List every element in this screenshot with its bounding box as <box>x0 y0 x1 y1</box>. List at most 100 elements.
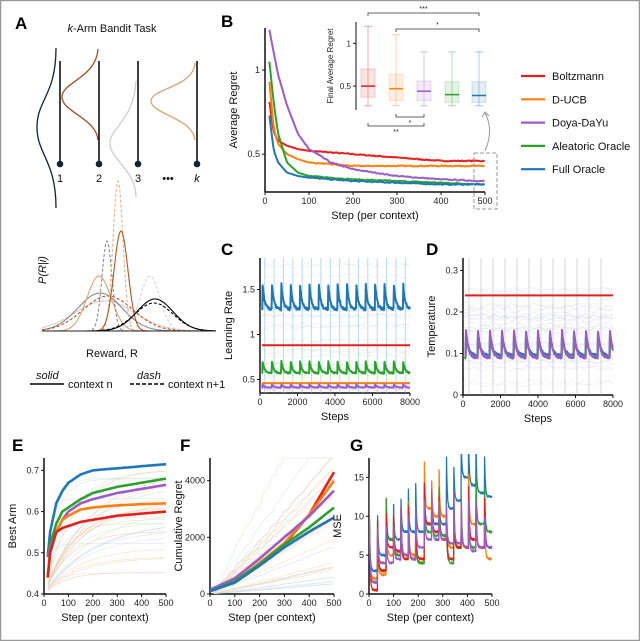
individual-trace <box>213 569 333 594</box>
x-tick-label: 0 <box>207 598 212 608</box>
legend-dash-text: context n+1 <box>168 379 225 391</box>
panel-a-title: k-Arm Bandit Task <box>67 23 157 35</box>
zoom-arrowhead <box>481 111 490 118</box>
legend-label: Boltzmann <box>552 71 604 83</box>
box-boltzmann <box>360 25 376 107</box>
reward-distribution-curve <box>41 295 216 332</box>
series-line-d-ucb <box>369 461 493 581</box>
series-line-doya-dayu <box>464 328 614 360</box>
x-tick-label: 2000 <box>287 397 307 407</box>
y-axis-label: Learning Rate <box>223 291 235 360</box>
panel-e-chart: 0 100 200 300 400 500 0.4 0.5 0.6 0.7 Step (per co… <box>7 458 174 624</box>
box-iqr <box>388 73 404 102</box>
individual-trace <box>260 263 411 269</box>
x-tick-label: 500 <box>477 196 492 206</box>
series-line-boltzmann <box>369 478 493 592</box>
y-tick-label: 0.3 <box>445 265 458 275</box>
series-line-boltzmann <box>268 101 485 163</box>
individual-trace <box>463 381 614 388</box>
individual-trace <box>213 457 333 588</box>
individual-trace <box>260 260 411 267</box>
individual-trace <box>213 567 333 594</box>
arm-2-dot <box>95 160 103 168</box>
panel-label-f: F <box>180 436 190 455</box>
series-lines <box>46 462 167 591</box>
individual-trace <box>47 477 165 557</box>
y-axis-label: Cumulative Regret <box>173 480 185 571</box>
individual-trace <box>47 480 165 585</box>
legend: Boltzmann D-UCB Doya-DaYu Aleatoric Oracle F… <box>521 71 630 176</box>
box-doya-dayu <box>416 51 432 107</box>
individual-trace <box>213 583 333 594</box>
legend-item-d-ucb: D-UCB <box>521 94 587 106</box>
arm-1-dot <box>56 160 64 168</box>
y-tick-label: 2000 <box>185 532 205 542</box>
panel-d-chart: 0 2000 4000 6000 8000 0 0.1 0.2 0.3 Steps Temperat… <box>426 258 623 425</box>
legend-solid-text: context n <box>68 379 113 391</box>
individual-trace <box>463 311 614 317</box>
legend-item-aleatoric-oracle: Aleatoric Oracle <box>521 141 630 153</box>
individual-trace <box>47 558 165 591</box>
individual-trace <box>213 576 333 594</box>
x-axis-label: Steps <box>524 413 553 425</box>
panel-f-chart: 0 100 200 300 400 500 0 2000 4000 Step (per conte… <box>173 457 342 624</box>
panel-label-b: B <box>221 12 233 31</box>
panel-label-c: C <box>221 240 233 259</box>
x-tick-label: 0 <box>366 598 371 608</box>
legend-label: D-UCB <box>552 94 587 106</box>
arm-1-distribution <box>36 47 57 209</box>
significance-label: *** <box>419 6 427 13</box>
series-line-aleatoric-oracle <box>261 359 411 375</box>
significance-bracket <box>367 123 425 127</box>
x-tick-label: 100 <box>386 598 401 608</box>
individual-trace <box>463 364 614 371</box>
individual-trace <box>47 523 165 580</box>
individual-trace <box>47 527 165 589</box>
x-tick-label: 6000 <box>362 397 382 407</box>
individual-trace <box>463 357 614 364</box>
y-tick-label: 0 <box>359 589 364 599</box>
legend-item-doya-dayu: Doya-DaYu <box>521 118 608 130</box>
legend-item-boltzmann: Boltzmann <box>521 71 604 83</box>
individual-trace <box>260 324 411 330</box>
x-tick-label: 400 <box>433 196 448 206</box>
individual-trace <box>463 325 614 332</box>
individual-trace <box>463 305 614 311</box>
y-axis-label: MSE <box>332 514 344 538</box>
legend-dash-label: dash <box>137 370 161 382</box>
individual-trace <box>463 286 614 293</box>
individual-trace <box>213 467 334 592</box>
x-tick-label: 300 <box>277 598 292 608</box>
panel-label-g: G <box>350 436 363 455</box>
series-line-doya-dayu <box>46 483 167 558</box>
y-tick-label: 0.6 <box>26 507 39 517</box>
y-axis-label: Temperature <box>426 296 438 358</box>
box-full-oracle <box>471 51 487 107</box>
individual-trace <box>463 313 614 320</box>
x-tick-label: 200 <box>252 598 267 608</box>
series-line-doya-dayu <box>261 383 411 389</box>
individual-trace <box>260 337 411 344</box>
individual-trace <box>260 353 411 360</box>
y-tick-label: 1.5 <box>242 285 255 295</box>
significance-label: ** <box>393 129 399 136</box>
individual-trace <box>260 312 411 319</box>
box-iqr <box>471 81 487 103</box>
arm-label-3: 3 <box>135 173 141 185</box>
x-tick-label: 300 <box>435 598 450 608</box>
panel-g-chart: 0 100 200 300 400 500 0 5 10 15 Step (per context)… <box>332 454 500 624</box>
x-tick-label: 400 <box>134 598 149 608</box>
individual-trace <box>463 305 614 312</box>
arm-label-k: k <box>194 173 200 185</box>
series-line-aleatoric-oracle <box>46 477 167 558</box>
individual-trace <box>463 359 614 365</box>
individual-trace <box>47 538 165 590</box>
x-tick-label: 4000 <box>528 399 548 409</box>
arm-2-distribution <box>61 48 99 141</box>
y-tick-label: 0.5 <box>26 548 39 558</box>
x-tick-label: 0 <box>41 598 46 608</box>
series-lines <box>260 258 411 393</box>
x-axis-label: Step (per context) <box>228 612 315 624</box>
series-lines <box>268 29 486 186</box>
